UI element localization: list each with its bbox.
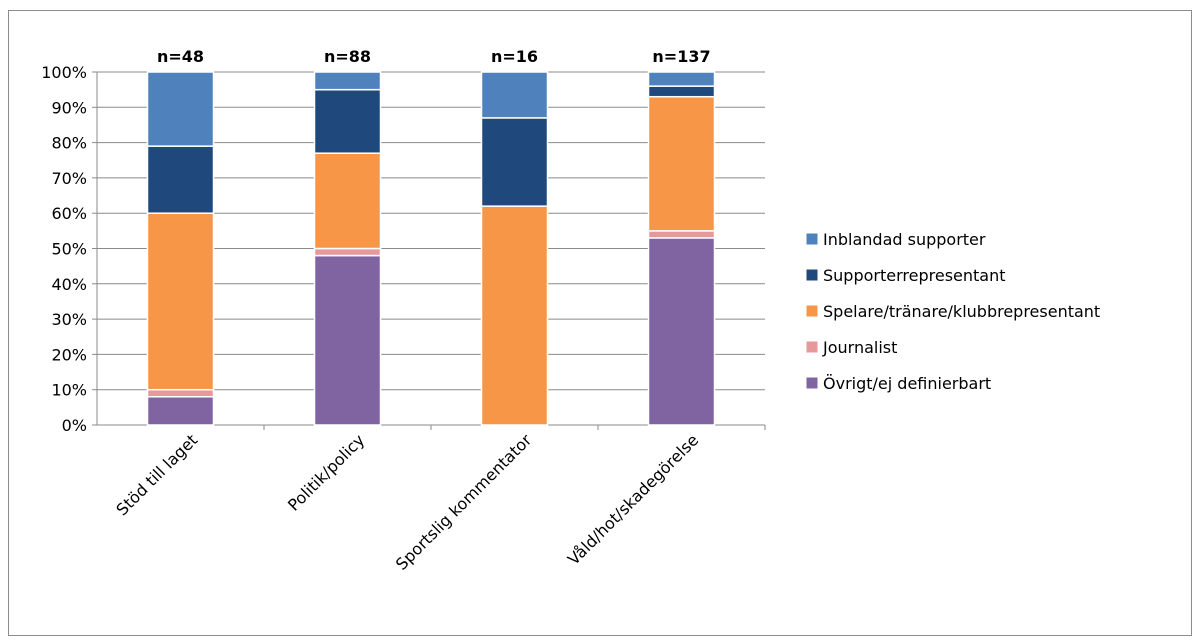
bar-segment <box>482 118 548 206</box>
bar-segment <box>482 206 548 425</box>
y-tick-label: 0% <box>62 416 87 435</box>
bar-segment <box>649 97 715 231</box>
x-category-label: Politik/policy <box>284 430 368 514</box>
legend-label: Inblandad supporter <box>823 230 986 249</box>
bar-segment <box>148 390 214 397</box>
bar-segment <box>649 86 715 97</box>
bar-segment <box>315 153 381 248</box>
y-tick-label: 100% <box>41 63 87 82</box>
bar-segment <box>148 72 214 146</box>
legend-swatch <box>806 233 818 245</box>
y-tick-label: 70% <box>51 169 87 188</box>
bar-count-label: n=16 <box>491 47 538 66</box>
bar-count-label: n=88 <box>324 47 371 66</box>
legend-label: Journalist <box>822 338 897 357</box>
x-category-label: Våld/hot/skadegörelse <box>564 430 702 568</box>
bar-segment <box>649 231 715 238</box>
y-tick-label: 20% <box>51 345 87 364</box>
y-tick-label: 30% <box>51 310 87 329</box>
legend-swatch <box>806 269 818 281</box>
legend-swatch <box>806 377 818 389</box>
bar-count-label: n=48 <box>157 47 204 66</box>
bar-segment <box>315 249 381 256</box>
legend-swatch <box>806 341 818 353</box>
bar-count-label: n=137 <box>652 47 710 66</box>
bar-segment <box>148 146 214 213</box>
bar-segment <box>148 213 214 390</box>
legend-label: Övrigt/ej definierbart <box>823 374 991 393</box>
bar-segment <box>315 72 381 90</box>
y-tick-label: 80% <box>51 134 87 153</box>
legend-swatch <box>806 305 818 317</box>
bar-segment <box>315 256 381 425</box>
bar-segment <box>649 238 715 425</box>
x-category-label: Stöd till laget <box>112 430 201 519</box>
x-category-label: Sportslig kommentator <box>392 430 536 574</box>
legend-label: Supporterrepresentant <box>823 266 1006 285</box>
bar-segment <box>482 72 548 118</box>
y-tick-label: 10% <box>51 381 87 400</box>
bar-segment <box>315 90 381 154</box>
bar-segment <box>649 72 715 86</box>
legend-label: Spelare/tränare/klubbrepresentant <box>823 302 1100 321</box>
bar-segment <box>148 397 214 425</box>
y-tick-label: 90% <box>51 98 87 117</box>
y-tick-label: 50% <box>51 240 87 259</box>
y-tick-label: 60% <box>51 204 87 223</box>
y-tick-label: 40% <box>51 275 87 294</box>
